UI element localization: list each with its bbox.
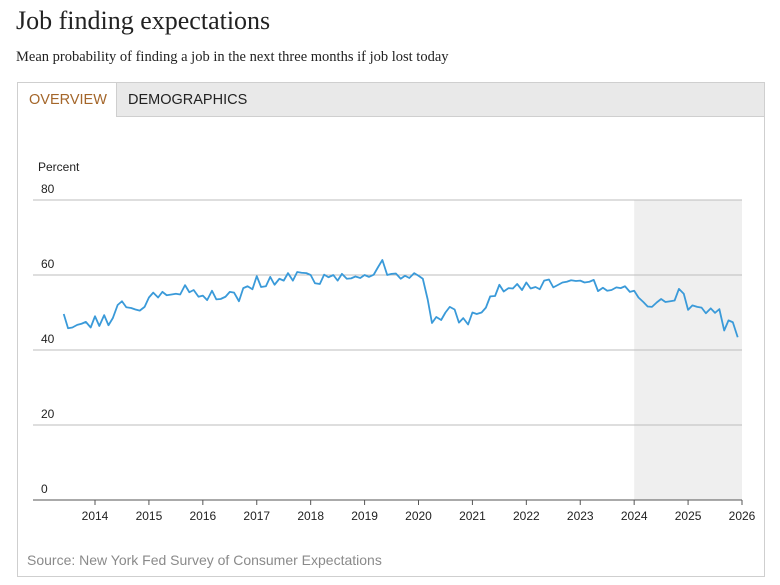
y-tick-label: 0 xyxy=(41,482,48,496)
page-title: Job finding expectations xyxy=(16,6,271,35)
data-line xyxy=(62,259,739,338)
x-tick-label: 2018 xyxy=(297,509,324,523)
tab[interactable]: DEMOGRAPHICS xyxy=(128,92,248,108)
x-tick-label: 2020 xyxy=(405,509,432,523)
x-tick-label: 2024 xyxy=(621,509,648,523)
tab[interactable]: OVERVIEW xyxy=(18,83,117,117)
x-tick-label: 2025 xyxy=(675,509,702,523)
y-tick-label: 80 xyxy=(41,182,55,196)
y-tick-label: 40 xyxy=(41,332,55,346)
x-tick-label: 2014 xyxy=(82,509,109,523)
tab-bar: OVERVIEW DEMOGRAPHICS xyxy=(18,83,764,117)
y-axis-label: Percent xyxy=(38,160,80,174)
x-tick-label: 2023 xyxy=(567,509,594,523)
x-tick-label: 2021 xyxy=(459,509,486,523)
x-tick-label: 2022 xyxy=(513,509,540,523)
x-tick-label: 2026 xyxy=(729,509,756,523)
chart-panel: OVERVIEW DEMOGRAPHICS xyxy=(17,82,765,577)
y-tick-label: 20 xyxy=(41,407,55,421)
page-subtitle: Mean probability of finding a job in the… xyxy=(16,49,449,65)
x-tick-label: 2015 xyxy=(136,509,163,523)
x-tick-label: 2019 xyxy=(351,509,378,523)
source-note: Source: New York Fed Survey of Consumer … xyxy=(27,552,382,568)
y-tick-label: 60 xyxy=(41,257,55,271)
x-tick-label: 2016 xyxy=(189,509,216,523)
x-tick-label: 2017 xyxy=(243,509,270,523)
